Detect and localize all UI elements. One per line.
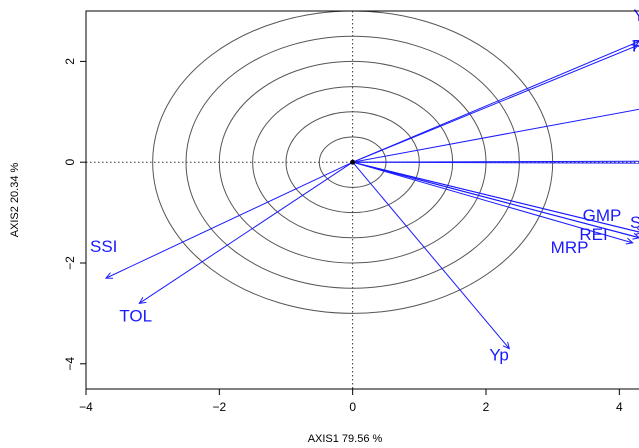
arrowhead-mrp bbox=[625, 237, 634, 245]
vector-label-tol: TOL bbox=[119, 306, 152, 325]
vector-labels: YSIRDIDIYIYsGMPSTIREIMRPMpSSITOLYp bbox=[90, 6, 639, 364]
arrowhead-ssi bbox=[104, 272, 114, 279]
y-tick-label: 0 bbox=[63, 159, 77, 166]
y-tick-label: −2 bbox=[63, 256, 77, 270]
vector-label-ysi: YSI bbox=[633, 6, 639, 25]
vector-ssi bbox=[105, 161, 353, 279]
vector-ys bbox=[352, 161, 639, 164]
vector-mp bbox=[352, 161, 639, 239]
arrowhead-yp bbox=[502, 341, 511, 350]
y-tick-label: 2 bbox=[63, 58, 77, 65]
vector-label-rdi: RDI bbox=[632, 36, 639, 55]
x-axis-title: AXIS1 79.56 % bbox=[308, 433, 383, 445]
plot-frame bbox=[85, 10, 639, 390]
x-axis-ticks: −4 −2 0 2 4 bbox=[79, 388, 623, 414]
x-tick-label: 0 bbox=[349, 400, 356, 414]
vector-label-sti: STI bbox=[630, 213, 639, 232]
origin-point bbox=[350, 159, 356, 165]
x-tick-label: 4 bbox=[616, 400, 623, 414]
vector-tol bbox=[139, 161, 353, 304]
vector-di bbox=[352, 108, 639, 163]
arrowhead-rei bbox=[632, 232, 639, 240]
vector-label-gmp: GMP bbox=[583, 206, 622, 225]
vector-ysi bbox=[352, 40, 639, 163]
vector-label-mrp: MRP bbox=[551, 238, 589, 257]
arrowhead-tol bbox=[138, 297, 147, 304]
x-tick-label: −2 bbox=[212, 400, 226, 414]
vector-mrp bbox=[352, 161, 633, 244]
vector-label-rei: REI bbox=[579, 225, 607, 244]
x-tick-label: −4 bbox=[79, 400, 93, 414]
vector-rdi bbox=[352, 44, 639, 163]
arrowhead-gmp bbox=[635, 227, 639, 235]
vector-label-ssi: SSI bbox=[90, 237, 117, 256]
arrowhead-rdi bbox=[630, 44, 639, 51]
y-axis-ticks: −4 −2 0 2 bbox=[63, 58, 87, 371]
x-tick-label: 2 bbox=[483, 400, 490, 414]
vector-label-yp: Yp bbox=[489, 346, 509, 365]
vector-arrows bbox=[104, 40, 639, 350]
y-tick-label: −4 bbox=[63, 357, 77, 371]
y-axis-title: AXIS2 20.34 % bbox=[9, 162, 21, 237]
vector-yp bbox=[352, 161, 510, 350]
vector-sti bbox=[352, 161, 639, 233]
circle-r6 bbox=[152, 11, 554, 314]
